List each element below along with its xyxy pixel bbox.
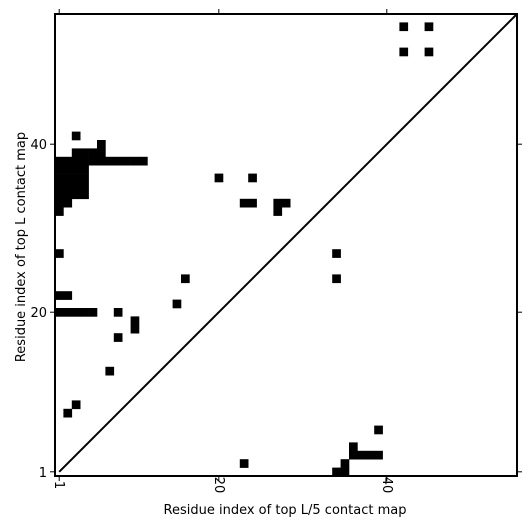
contact-cells	[55, 22, 434, 477]
plot-frame	[54, 13, 518, 477]
contact-cell	[239, 198, 249, 208]
contact-cell	[349, 442, 358, 452]
contact-cell	[139, 156, 148, 166]
contact-cell	[63, 156, 73, 166]
contact-cell	[71, 182, 81, 191]
contact-cell	[55, 249, 64, 258]
contact-cell	[88, 148, 98, 158]
contact-cell	[130, 316, 140, 326]
contact-cell	[55, 291, 64, 300]
contact-cell	[130, 324, 140, 334]
contact-cell	[248, 173, 257, 183]
contact-cell	[71, 190, 81, 200]
contact-cell	[80, 182, 89, 191]
contact-cell	[399, 47, 409, 57]
contact-cell	[424, 22, 434, 32]
contact-cell	[55, 190, 64, 200]
contact-cell	[63, 165, 73, 174]
contact-cell	[273, 207, 283, 216]
contact-cell	[113, 308, 123, 317]
contact-cell	[97, 140, 106, 149]
contact-cell	[80, 308, 89, 317]
contact-cell	[340, 459, 350, 468]
contact-cell	[349, 450, 358, 460]
contact-cell	[71, 400, 81, 410]
contact-cell	[357, 450, 367, 460]
x-tick-label: 20	[211, 477, 226, 494]
contact-cell	[181, 274, 190, 284]
contact-cell	[63, 190, 73, 200]
contact-cell	[71, 308, 81, 317]
contact-cell	[273, 198, 283, 208]
contact-cell	[80, 156, 89, 166]
contact-cell	[113, 333, 123, 342]
contact-cell	[55, 182, 64, 191]
contact-cell	[248, 198, 257, 208]
contact-cell	[374, 450, 383, 460]
contact-cell	[63, 198, 73, 208]
contact-cell	[71, 148, 81, 158]
contact-cell	[97, 148, 106, 158]
contact-cell	[88, 156, 98, 166]
contact-cell	[71, 165, 81, 174]
x-axis-label: Residue index of top L/5 contact map	[164, 503, 407, 518]
y-axis-label: Residue index of top L contact map	[14, 132, 29, 362]
contact-cell	[97, 156, 106, 166]
x-tick-label: 40	[379, 477, 394, 494]
contact-cell	[399, 22, 409, 32]
contact-cell	[88, 308, 98, 317]
y-tick-label: 1	[39, 466, 47, 481]
contact-cell	[63, 291, 73, 300]
contact-cell	[63, 182, 73, 191]
contact-cell	[332, 274, 341, 284]
contact-cell	[172, 299, 182, 309]
contact-cell	[80, 173, 89, 183]
contact-cell	[55, 165, 64, 174]
contact-cell	[80, 165, 89, 174]
contact-cell	[340, 467, 350, 477]
contact-cell	[122, 156, 131, 166]
contact-cell	[113, 156, 123, 166]
contact-cell	[63, 173, 73, 183]
contact-cell	[105, 156, 115, 166]
contact-cell	[55, 207, 64, 216]
contact-cell	[424, 47, 434, 57]
contact-cell	[71, 156, 81, 166]
contact-cell	[55, 198, 64, 208]
contact-cell	[63, 308, 73, 317]
x-tick-label: 1	[51, 481, 66, 489]
contact-cell	[130, 156, 140, 166]
contact-cell	[281, 198, 291, 208]
contact-cell	[71, 173, 81, 183]
contact-cell	[214, 173, 224, 183]
contact-cell	[63, 408, 73, 418]
contact-cell	[365, 450, 375, 460]
contact-cell	[55, 156, 64, 166]
contact-cell	[105, 366, 115, 376]
contact-cell	[55, 308, 64, 317]
contact-cell	[55, 173, 64, 183]
contact-cell	[80, 148, 89, 158]
contact-cell	[80, 190, 89, 200]
contact-cell	[239, 459, 249, 468]
y-tick-label: 20	[30, 306, 47, 321]
axis-ticks: 1 20 40 1 20 40	[30, 9, 522, 493]
contact-cell	[332, 249, 341, 258]
contact-cell	[71, 131, 81, 141]
contact-cell	[374, 425, 383, 435]
y-tick-label: 40	[30, 138, 47, 153]
contact-cell	[332, 467, 341, 477]
diagonal-line	[58, 13, 518, 473]
